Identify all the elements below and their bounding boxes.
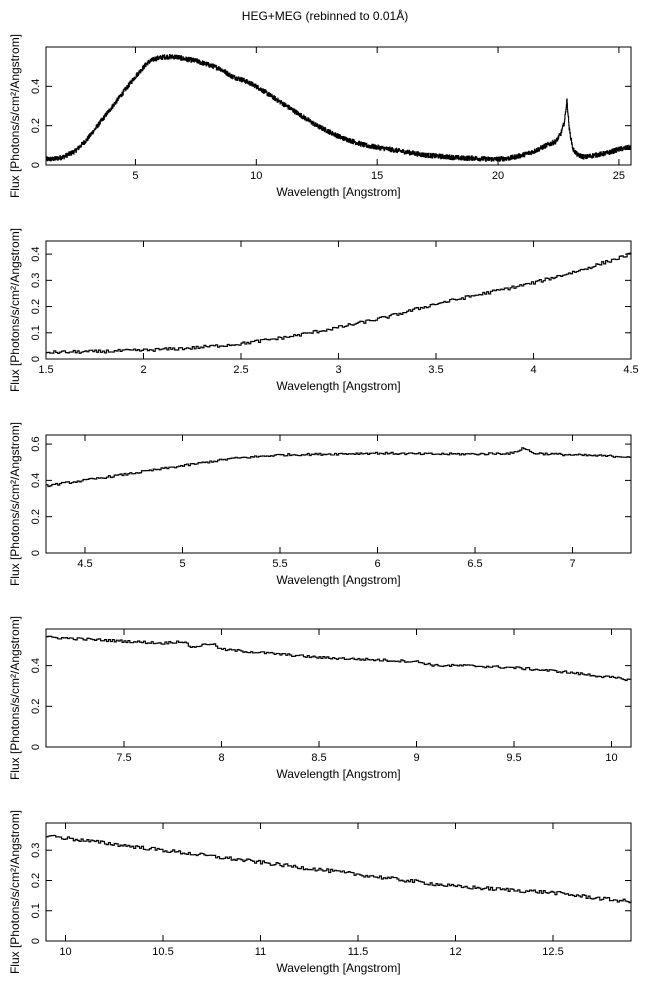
plot-frame	[45, 822, 632, 942]
x-tick-label: 7.5	[116, 752, 131, 764]
y-tick-label: 0.2	[30, 299, 42, 314]
x-tick-label: 9	[413, 752, 419, 764]
y-axis-label: Flux [Photons/s/cm²/Angstrom]	[8, 616, 22, 780]
x-axis-label: Wavelength [Angstrom]	[276, 767, 400, 781]
y-axis-label: Flux [Photons/s/cm²/Angstrom]	[8, 810, 22, 974]
x-tick-label: 10	[605, 752, 617, 764]
y-tick-label: 0.2	[30, 509, 42, 524]
y-tick-label: 0.3	[30, 843, 42, 858]
y-tick-label: 0	[30, 938, 42, 944]
x-tick-label: 11	[255, 946, 266, 958]
y-tick-label: 0	[30, 162, 42, 168]
x-axis-label: Wavelength [Angstrom]	[276, 961, 400, 975]
x-tick-label: 6.5	[467, 558, 482, 570]
x-tick-label: 2.5	[233, 364, 248, 376]
x-axis-label: Wavelength [Angstrom]	[276, 573, 400, 587]
spectrum-line	[46, 635, 632, 682]
chart-panel-2: 1.5 2 2.5 3 3.5 4 4.5 0 0.1 0.2 0.3 0.4 Wavelength […	[8, 228, 639, 393]
y-tick-label: 0.6	[30, 436, 42, 451]
chart-panel-1: 5 10 15 20 25 0 0.2 0.4 Wavelength [Angstrom] Flu…	[8, 34, 632, 199]
x-tick-label: 12	[449, 946, 461, 958]
chart-panel-3: 4.5 5 5.5 6 6.5 7 0 0.2 0.4 0.6 Wavelength [Angstr…	[8, 422, 632, 587]
y-tick-label: 0.4	[30, 246, 42, 261]
figure-title: HEG+MEG (rebinned to 0.01Å)	[241, 9, 409, 23]
x-axis-label: Wavelength [Angstrom]	[276, 379, 400, 393]
y-tick-label: 0.4	[30, 658, 42, 673]
y-tick-label: 0	[30, 550, 42, 556]
y-tick-label: 0.1	[30, 903, 42, 918]
spectrum-line	[46, 834, 632, 904]
x-tick-label: 25	[613, 170, 625, 182]
y-tick-label: 0.1	[30, 325, 42, 340]
x-tick-label: 4.5	[77, 558, 92, 570]
x-tick-label: 10	[250, 170, 262, 182]
y-tick-label: 0.2	[30, 118, 42, 133]
x-tick-label: 12.5	[542, 946, 563, 958]
x-tick-label: 4.5	[623, 364, 638, 376]
plot-frame	[45, 240, 632, 360]
chart-panel-5: 10 10.5 11 11.5 12 12.5 0 0.1 0.2 0.3 Wavelength […	[8, 810, 632, 975]
chart-panel-4: 7.5 8 8.5 9 9.5 10 0 0.2 0.4 Wavelength [Angstrom…	[8, 616, 632, 781]
x-tick-label: 20	[492, 170, 504, 182]
spectrum-line	[46, 447, 632, 488]
x-tick-label: 3	[335, 364, 341, 376]
x-tick-label: 11.5	[348, 946, 369, 958]
x-tick-label: 5	[179, 558, 185, 570]
y-axis-label: Flux [Photons/s/cm²/Angstrom]	[8, 228, 22, 392]
x-tick-label: 10	[59, 946, 71, 958]
y-tick-label: 0	[30, 744, 42, 750]
y-tick-label: 0	[30, 356, 42, 362]
x-tick-label: 8.5	[311, 752, 326, 764]
y-axis-label: Flux [Photons/s/cm²/Angstrom]	[8, 422, 22, 586]
x-tick-label: 10.5	[152, 946, 173, 958]
x-tick-label: 1.5	[38, 364, 53, 376]
x-tick-label: 15	[371, 170, 383, 182]
y-tick-label: 0.4	[30, 473, 42, 488]
plot-frame	[45, 46, 632, 166]
x-tick-label: 3.5	[428, 364, 443, 376]
y-axis-label: Flux [Photons/s/cm²/Angstrom]	[8, 34, 22, 198]
x-tick-label: 6	[374, 558, 380, 570]
x-tick-label: 5	[132, 170, 138, 182]
x-tick-label: 2	[140, 364, 146, 376]
spectrum-line	[45, 54, 632, 162]
plot-frame	[45, 434, 632, 554]
plot-frame	[45, 628, 632, 748]
x-axis-label: Wavelength [Angstrom]	[276, 185, 400, 199]
y-tick-label: 0.2	[30, 873, 42, 888]
x-tick-label: 9.5	[506, 752, 521, 764]
x-tick-label: 8	[218, 752, 224, 764]
x-tick-label: 7	[569, 558, 575, 570]
x-tick-label: 5.5	[272, 558, 287, 570]
spectrum-line	[46, 252, 632, 355]
y-tick-label: 0.2	[30, 699, 42, 714]
x-tick-label: 4	[530, 364, 536, 376]
y-tick-label: 0.3	[30, 273, 42, 288]
y-tick-label: 0.4	[30, 79, 42, 94]
